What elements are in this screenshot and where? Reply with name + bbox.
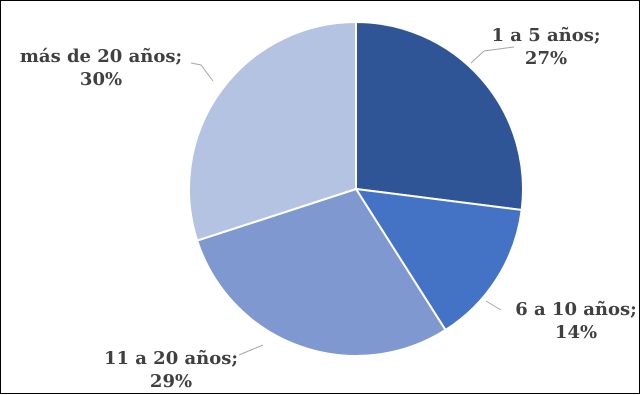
pie-slices	[187, 20, 524, 357]
slice-category-label: 6 a 10 años;	[515, 299, 637, 320]
leader-line-1	[470, 46, 515, 64]
slice-label-2: 6 a 10 años; 14%	[515, 299, 637, 343]
slice-percent-label: 14%	[555, 322, 597, 343]
slice-percent-label: 27%	[525, 48, 567, 69]
slice-category-label: 1 a 5 años;	[491, 25, 600, 46]
leader-line-4	[190, 62, 214, 82]
pie-slice-3	[195, 187, 447, 357]
slice-percent-label: 30%	[80, 69, 122, 90]
slice-label-4: más de 20 años; 30%	[20, 46, 182, 90]
leader-line-3	[238, 344, 264, 356]
leader-line-2	[485, 300, 502, 311]
leader-lines	[190, 46, 515, 356]
slice-category-label: más de 20 años;	[20, 46, 182, 67]
slice-label-3: 11 a 20 años; 29%	[104, 348, 238, 392]
slice-percent-label: 29%	[150, 371, 192, 392]
slice-category-label: 11 a 20 años;	[104, 348, 238, 369]
pie-slice-4	[187, 20, 357, 242]
slice-labels: 1 a 5 años; 27% 6 a 10 años; 14% 11 a 20 año…	[20, 25, 637, 392]
pie-slice-1	[355, 20, 524, 212]
slice-label-1: 1 a 5 años; 27%	[491, 25, 600, 69]
pie-slice-2	[354, 187, 523, 332]
